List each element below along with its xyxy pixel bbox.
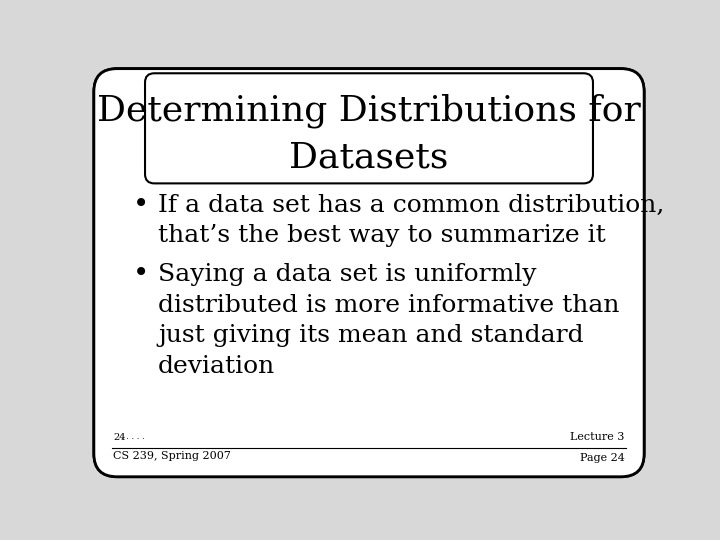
Text: Lecture 3: Lecture 3 [570,432,625,442]
Text: CS 239, Spring 2007: CS 239, Spring 2007 [113,451,231,461]
Text: Page 24: Page 24 [580,453,625,463]
Text: 24: 24 [113,433,126,442]
Text: Datasets: Datasets [289,140,449,174]
Text: If a data set has a common distribution,: If a data set has a common distribution, [158,194,665,217]
FancyBboxPatch shape [145,73,593,184]
Text: Saying a data set is uniformly: Saying a data set is uniformly [158,263,536,286]
Text: •: • [132,192,149,219]
Text: distributed is more informative than: distributed is more informative than [158,294,620,316]
Text: that’s the best way to summarize it: that’s the best way to summarize it [158,224,606,247]
FancyBboxPatch shape [94,69,644,477]
Text: just giving its mean and standard: just giving its mean and standard [158,325,584,347]
Text: deviation: deviation [158,355,276,378]
Text: •: • [132,261,149,288]
Text: . . . . .: . . . . . [121,433,145,441]
Text: Determining Distributions for: Determining Distributions for [97,94,641,128]
